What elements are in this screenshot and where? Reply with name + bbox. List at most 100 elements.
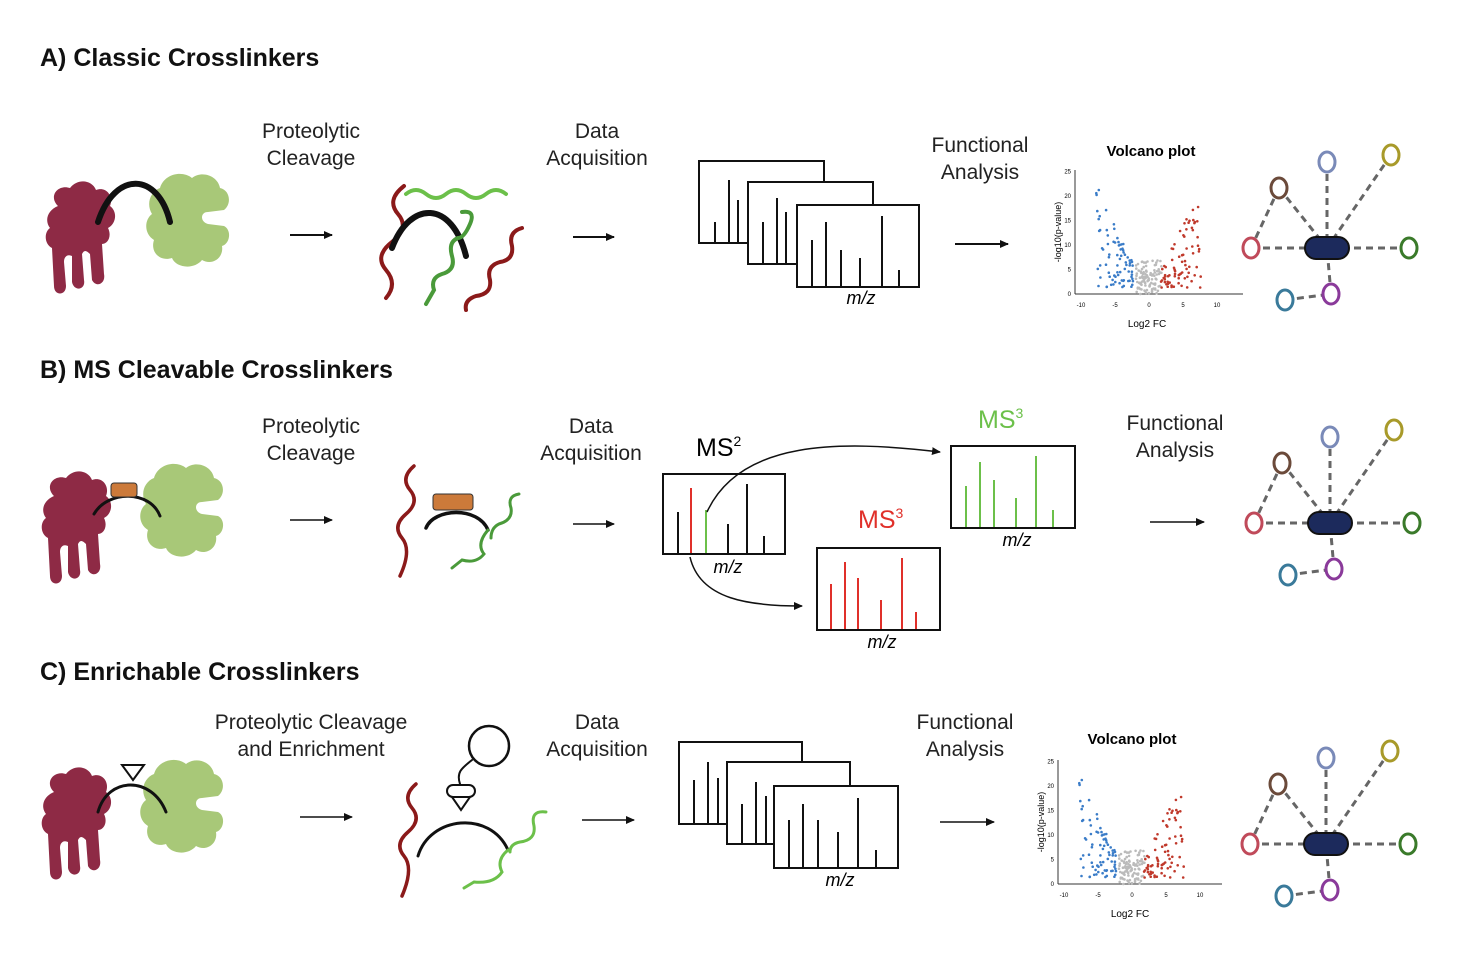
volcano-point bbox=[1104, 263, 1108, 266]
volcano-point bbox=[1121, 866, 1125, 870]
volcano-point bbox=[1088, 875, 1092, 879]
volcano-point bbox=[1168, 808, 1171, 811]
a-volcano-xlabel: Log2 FC bbox=[1128, 319, 1166, 330]
volcano-point bbox=[1159, 259, 1162, 263]
volcano-point bbox=[1127, 854, 1131, 858]
volcano-point bbox=[1122, 284, 1126, 288]
volcano-point bbox=[1138, 276, 1142, 280]
volcano-point bbox=[1114, 869, 1118, 873]
volcano-point bbox=[1128, 261, 1132, 265]
volcano-point bbox=[1167, 853, 1170, 857]
volcano-point bbox=[1150, 274, 1154, 277]
b-protein-red bbox=[41, 471, 112, 584]
volcano-point bbox=[1160, 845, 1164, 848]
volcano-point bbox=[1180, 260, 1184, 264]
network-node bbox=[1399, 236, 1419, 260]
volcano-point bbox=[1096, 817, 1099, 821]
volcano-point bbox=[1132, 861, 1135, 865]
network-node bbox=[1398, 832, 1418, 856]
volcano-y-tick: 25 bbox=[1064, 170, 1071, 176]
b-step-proteolytic-label: Proteolytic Cleavage bbox=[261, 415, 361, 465]
volcano-point bbox=[1185, 286, 1189, 289]
volcano-point bbox=[1185, 247, 1188, 250]
c-mz-label: m/z bbox=[826, 870, 855, 890]
volcano-point bbox=[1163, 273, 1167, 277]
volcano-x-tick: 10 bbox=[1197, 893, 1204, 899]
a-crosslinker bbox=[95, 180, 173, 225]
volcano-point bbox=[1136, 864, 1139, 868]
volcano-point bbox=[1099, 276, 1102, 279]
volcano-point bbox=[1198, 286, 1202, 289]
volcano-point bbox=[1197, 247, 1201, 251]
volcano-point bbox=[1114, 867, 1117, 871]
a-interaction-network bbox=[1241, 143, 1419, 312]
volcano-point bbox=[1122, 251, 1125, 254]
a-step-functional-label: Functional Analysis bbox=[931, 134, 1029, 184]
b-ms3-green-mz-label: m/z bbox=[1003, 530, 1032, 550]
volcano-point bbox=[1095, 813, 1099, 816]
volcano-point bbox=[1080, 807, 1083, 811]
volcano-point bbox=[1125, 263, 1128, 267]
volcano-point bbox=[1108, 253, 1111, 256]
volcano-x-tick: 5 bbox=[1164, 893, 1168, 899]
network-node bbox=[1317, 150, 1337, 174]
volcano-y-tick: 15 bbox=[1047, 809, 1054, 815]
network-node bbox=[1272, 451, 1292, 475]
volcano-point bbox=[1123, 253, 1127, 256]
b-ms2-label: MS2 bbox=[696, 433, 742, 462]
volcano-point bbox=[1142, 265, 1145, 269]
volcano-point bbox=[1106, 857, 1110, 861]
volcano-point bbox=[1083, 837, 1087, 840]
volcano-point bbox=[1122, 882, 1125, 886]
volcano-point bbox=[1123, 873, 1126, 877]
volcano-point bbox=[1079, 857, 1083, 861]
volcano-point bbox=[1105, 869, 1108, 873]
volcano-point bbox=[1105, 285, 1109, 289]
volcano-point bbox=[1100, 247, 1104, 250]
volcano-point bbox=[1163, 280, 1167, 284]
volcano-point bbox=[1155, 875, 1159, 878]
volcano-point bbox=[1156, 289, 1160, 293]
a-step-proteolytic-label: Proteolytic Cleavage bbox=[261, 120, 361, 170]
volcano-point bbox=[1146, 867, 1150, 871]
volcano-point bbox=[1155, 291, 1158, 295]
volcano-point bbox=[1191, 228, 1195, 232]
volcano-point bbox=[1117, 867, 1121, 870]
volcano-point bbox=[1136, 262, 1140, 266]
volcano-point bbox=[1140, 260, 1144, 264]
volcano-y-tick: 10 bbox=[1064, 243, 1071, 249]
volcano-point bbox=[1180, 840, 1184, 843]
b-cleavable-linker bbox=[110, 482, 138, 498]
volcano-point bbox=[1141, 276, 1145, 279]
network-node bbox=[1321, 282, 1341, 306]
a-protein-red bbox=[45, 181, 116, 294]
volcano-point bbox=[1153, 274, 1156, 278]
volcano-point bbox=[1078, 783, 1081, 787]
a-mz-label: m/z bbox=[847, 288, 876, 308]
volcano-point bbox=[1118, 857, 1121, 860]
volcano-point bbox=[1128, 860, 1131, 863]
b-ms2-mz-label: m/z bbox=[714, 557, 743, 577]
volcano-point bbox=[1097, 217, 1100, 221]
volcano-point bbox=[1177, 281, 1180, 285]
volcano-point bbox=[1114, 854, 1117, 857]
volcano-point bbox=[1161, 267, 1164, 271]
network-node bbox=[1269, 176, 1289, 200]
volcano-point bbox=[1171, 855, 1174, 859]
volcano-point bbox=[1191, 208, 1195, 212]
volcano-point bbox=[1173, 816, 1177, 820]
volcano-point bbox=[1168, 876, 1172, 879]
volcano-point bbox=[1118, 862, 1122, 865]
c-spectrum-3 bbox=[773, 785, 899, 869]
network-node bbox=[1240, 832, 1260, 856]
volcano-point bbox=[1124, 261, 1128, 264]
volcano-point bbox=[1193, 274, 1196, 277]
c-peptides-enriched bbox=[398, 724, 548, 898]
b-step-acquisition-label: Data Acquisition bbox=[540, 415, 642, 465]
volcano-point bbox=[1121, 249, 1125, 252]
volcano-point bbox=[1162, 862, 1165, 865]
volcano-point bbox=[1107, 851, 1111, 854]
volcano-point bbox=[1166, 285, 1169, 288]
volcano-point bbox=[1118, 880, 1121, 884]
volcano-point bbox=[1155, 273, 1158, 276]
